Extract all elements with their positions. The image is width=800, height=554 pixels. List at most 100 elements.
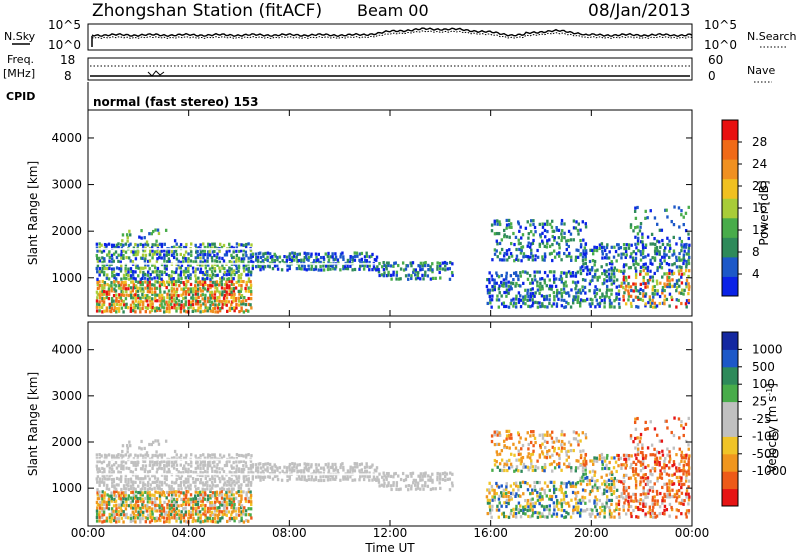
power-cell bbox=[514, 235, 518, 239]
velocity-cell bbox=[668, 493, 672, 497]
power-cell bbox=[182, 296, 185, 301]
velocity-cell bbox=[572, 484, 575, 488]
power-cell bbox=[170, 253, 174, 257]
power-cell bbox=[134, 310, 137, 314]
power-cell bbox=[560, 277, 564, 281]
power-cell bbox=[173, 303, 176, 307]
velocity-cell bbox=[632, 473, 635, 477]
power-cell bbox=[117, 309, 121, 313]
velocity-cell bbox=[558, 488, 561, 492]
power-cell bbox=[605, 269, 608, 273]
power-cell bbox=[228, 286, 231, 290]
power-cell bbox=[563, 271, 566, 275]
velocity-cell bbox=[579, 453, 583, 458]
power-cell bbox=[327, 251, 330, 256]
power-cell bbox=[530, 242, 533, 246]
power-cell bbox=[197, 306, 200, 310]
power-cell bbox=[591, 266, 594, 270]
velocity-cell bbox=[160, 466, 163, 471]
power-cell bbox=[214, 280, 217, 284]
velocity-cell bbox=[170, 464, 174, 468]
velocity-cell bbox=[560, 504, 564, 509]
power-cell bbox=[603, 305, 606, 309]
power-cell bbox=[486, 288, 490, 292]
power-cell bbox=[569, 305, 573, 309]
power-cell bbox=[594, 305, 597, 309]
velocity-cell bbox=[546, 440, 549, 445]
velocity-cell bbox=[125, 500, 128, 504]
power-cell bbox=[346, 261, 350, 265]
velocity-cell bbox=[160, 480, 164, 485]
velocity-cell bbox=[230, 505, 233, 510]
velocity-cell bbox=[163, 481, 166, 485]
velocity-cell bbox=[593, 473, 596, 478]
velocity-cell bbox=[687, 502, 690, 506]
power-cell bbox=[184, 259, 188, 263]
velocity-cell bbox=[427, 478, 430, 482]
power-cell bbox=[534, 291, 537, 295]
power-cell bbox=[493, 278, 496, 282]
power-cell bbox=[591, 248, 594, 252]
velocity-cell bbox=[687, 443, 690, 447]
power-cell bbox=[168, 276, 171, 280]
power-cell bbox=[194, 309, 197, 313]
velocity-cell bbox=[553, 508, 556, 512]
power-cell bbox=[187, 257, 190, 261]
velocity-cell bbox=[349, 468, 352, 472]
power-cell bbox=[614, 249, 618, 254]
power-cell bbox=[174, 300, 178, 304]
velocity-cell bbox=[190, 506, 193, 510]
velocity-cell bbox=[160, 453, 164, 457]
colorbar-segment bbox=[722, 198, 738, 219]
velocity-cell bbox=[489, 508, 492, 512]
power-cell bbox=[166, 303, 169, 307]
power-cell bbox=[202, 256, 205, 260]
power-cell bbox=[604, 272, 607, 276]
velocity-cell bbox=[660, 439, 664, 443]
velocity-cell bbox=[618, 515, 621, 519]
velocity-cell bbox=[444, 474, 447, 479]
power-cell bbox=[206, 309, 209, 313]
velocity-cell bbox=[531, 468, 535, 473]
power-cell bbox=[142, 243, 145, 247]
power-cell bbox=[113, 308, 116, 313]
power-cell bbox=[565, 239, 568, 243]
power-cell bbox=[555, 228, 559, 232]
power-cell bbox=[187, 292, 191, 296]
power-cell bbox=[103, 266, 107, 271]
power-cell bbox=[250, 292, 253, 296]
power-cell bbox=[110, 306, 114, 311]
power-cell bbox=[504, 281, 508, 285]
velocity-cell bbox=[194, 477, 198, 482]
velocity-cell bbox=[513, 469, 516, 473]
power-cell bbox=[148, 283, 152, 287]
velocity-cell bbox=[98, 453, 101, 457]
velocity-cell bbox=[199, 478, 203, 482]
velocity-cell bbox=[183, 464, 186, 468]
velocity-cell bbox=[209, 488, 212, 492]
power-cell bbox=[96, 260, 100, 264]
freq-tick-18: 18 bbox=[60, 53, 75, 67]
power-cell bbox=[596, 275, 599, 280]
velocity-cell bbox=[583, 496, 587, 500]
velocity-cell bbox=[148, 477, 151, 481]
power-cell bbox=[541, 304, 544, 308]
power-cell bbox=[215, 255, 219, 259]
velocity-cell bbox=[102, 459, 106, 464]
velocity-cell bbox=[146, 504, 149, 508]
velocity-cell bbox=[539, 492, 542, 496]
power-cell bbox=[632, 289, 635, 293]
power-cell bbox=[553, 255, 557, 259]
velocity-cell bbox=[225, 496, 229, 500]
velocity-cell bbox=[249, 513, 252, 517]
power-cell bbox=[579, 266, 582, 270]
power-cell bbox=[625, 253, 628, 257]
power-cell bbox=[225, 253, 229, 257]
velocity-cell bbox=[390, 487, 393, 492]
velocity-cell bbox=[184, 480, 188, 484]
velocity-cell bbox=[579, 476, 582, 480]
power-cell bbox=[233, 309, 236, 313]
velocity-cell bbox=[231, 510, 234, 514]
power-cell bbox=[218, 290, 221, 294]
power-cell bbox=[642, 268, 645, 273]
